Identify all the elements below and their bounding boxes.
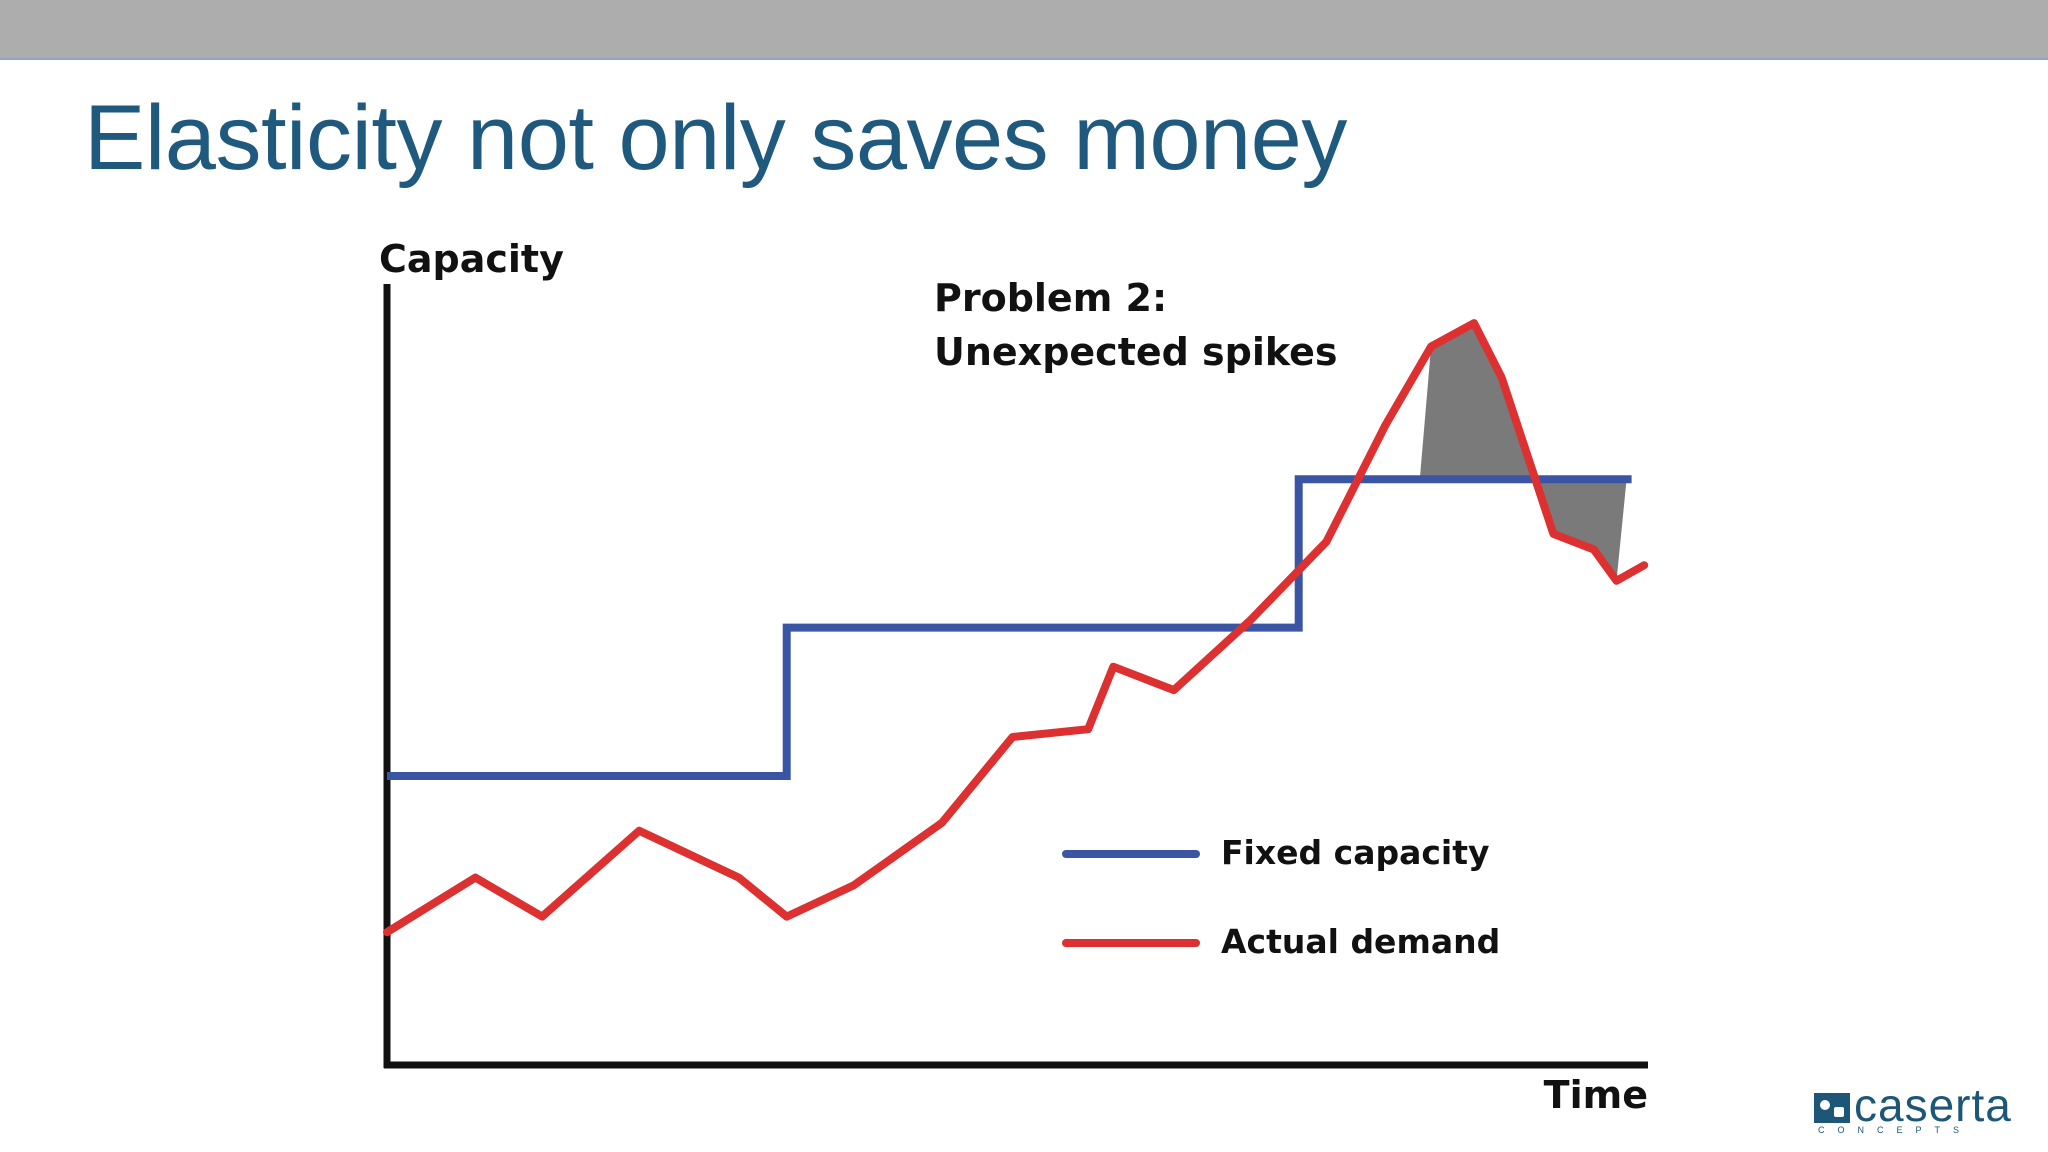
x-axis-label: Time (1544, 1073, 1648, 1117)
logo-tagline: CONCEPTS (1818, 1125, 1973, 1135)
series-line-fixed-capacity (387, 475, 1632, 780)
y-axis-label: Capacity (379, 237, 564, 281)
series-line-actual-demand (383, 319, 1649, 937)
title-bar (0, 0, 2048, 60)
legend-label-actual-demand: Actual demand (1221, 922, 1500, 961)
logo-wordmark: caserta (1854, 1079, 2012, 1131)
caserta-logo: caserta CONCEPTS (1814, 1082, 2011, 1140)
annotation-line-2: Unexpected spikes (934, 330, 1338, 374)
slide-title: Elasticity not only saves money (84, 87, 1347, 189)
annotation-line-1: Problem 2: (934, 276, 1167, 320)
legend: Fixed capacity Actual demand (1062, 833, 1500, 961)
legend-label-fixed-capacity: Fixed capacity (1221, 833, 1490, 872)
logo-mark-icon (1814, 1093, 1850, 1123)
